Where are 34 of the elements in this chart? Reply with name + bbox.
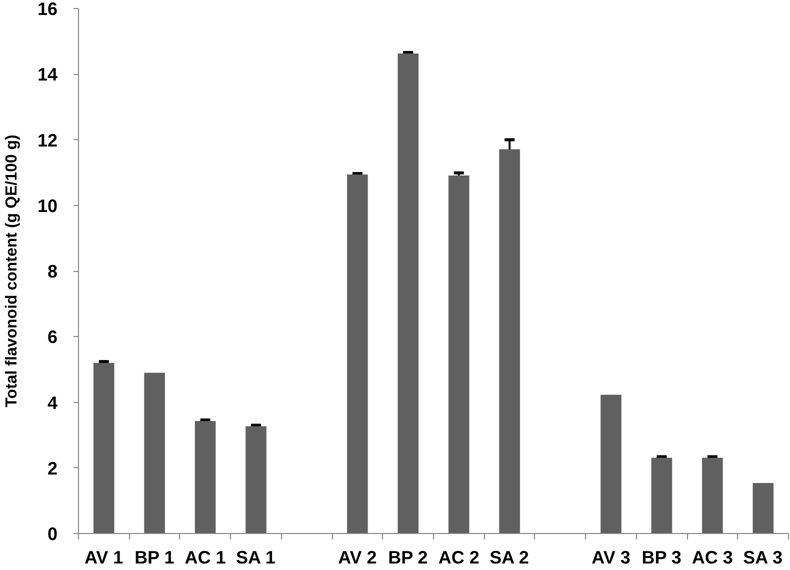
y-tick-label: 16 [37,0,58,19]
bar [702,458,723,534]
y-tick-label: 0 [47,524,58,544]
bar [752,482,774,534]
x-tick-label: AV 3 [592,548,630,568]
y-tick-label: 2 [47,458,58,478]
x-tick-label: AC 1 [184,548,226,568]
x-tick-label: AC 2 [438,548,480,568]
bar [144,372,165,534]
bar [93,362,114,534]
x-tick-label: BP 3 [642,548,682,568]
x-tick-label: BP 1 [134,548,174,568]
x-tick-label: SA 3 [743,548,782,568]
y-tick-label: 14 [37,64,58,85]
x-tick-label: BP 2 [388,548,428,568]
y-tick-label: 12 [37,130,58,150]
bar [194,420,216,534]
bar [600,394,622,534]
bar [499,149,520,534]
y-tick-label: 6 [47,327,58,348]
x-tick-label: AC 3 [692,548,733,568]
x-tick-label: AV 2 [338,548,377,568]
y-tick-label: 4 [47,392,58,413]
bar [651,458,672,534]
x-tick-label: SA 1 [236,548,276,568]
bar [246,426,266,534]
bar [398,53,419,534]
x-tick-label: AV 1 [84,548,124,568]
y-tick-label: 10 [37,196,58,216]
y-axis-title: Total flavonoid content (g QE/100 g) [3,134,20,408]
bar [448,176,470,534]
x-tick-label: SA 2 [490,548,529,568]
y-tick-label: 8 [47,262,58,282]
bar [347,174,368,534]
